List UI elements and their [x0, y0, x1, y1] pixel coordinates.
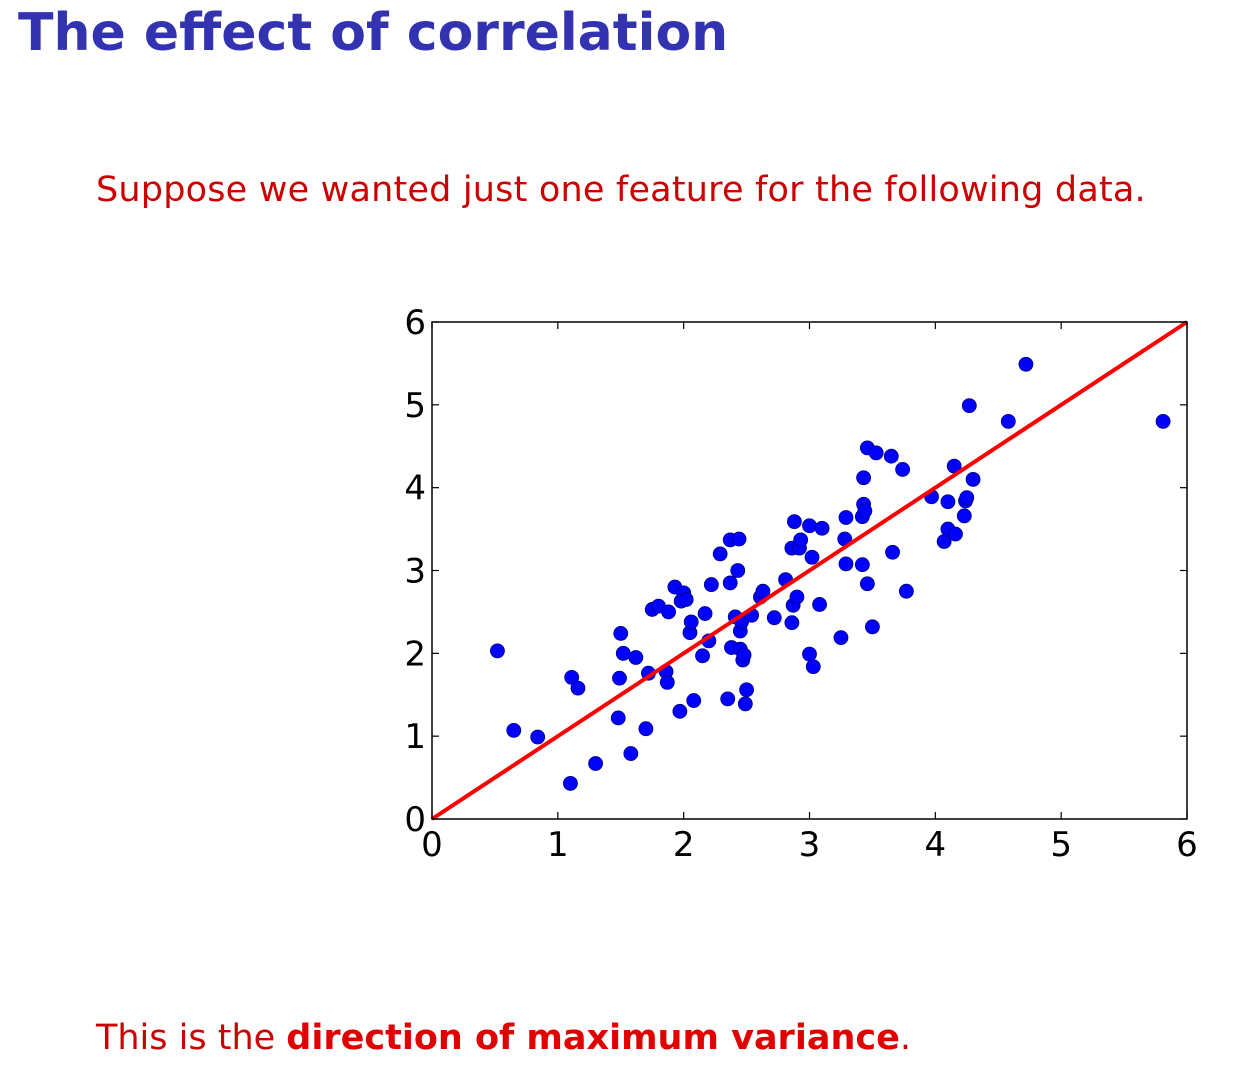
data-point: [1018, 356, 1034, 372]
chart-svg: 0 1 2 3 4 5 6 0 1 2 3 4 5 6: [404, 303, 1197, 865]
x-tick-label: 5: [1050, 825, 1072, 865]
data-point: [570, 680, 586, 696]
data-point: [659, 674, 675, 690]
data-point: [940, 494, 956, 510]
data-point: [628, 650, 644, 665]
data-point: [802, 518, 817, 534]
data-point: [563, 775, 578, 791]
y-tick-label: 4: [404, 469, 426, 509]
data-point: [683, 614, 699, 630]
data-point: [490, 643, 505, 659]
data-point: [722, 575, 738, 591]
data-point: [833, 630, 849, 646]
data-point: [856, 470, 872, 486]
x-tick-label: 4: [925, 825, 947, 865]
y-tick-label: 6: [404, 303, 426, 343]
data-point: [812, 597, 827, 612]
data-point: [793, 532, 809, 548]
data-point: [695, 648, 710, 664]
data-point: [638, 721, 654, 737]
data-point: [737, 696, 753, 712]
data-point: [530, 729, 546, 745]
data-point: [885, 544, 900, 560]
max-variance-line: [430, 320, 1189, 821]
data-point: [948, 526, 963, 542]
intro-text: Suppose we wanted just one feature for t…: [96, 170, 1146, 210]
data-point: [730, 563, 746, 578]
y-tick-label: 1: [404, 717, 426, 757]
slide-title: The effect of correlation: [18, 3, 729, 63]
data-point: [883, 448, 899, 464]
data-point: [731, 531, 747, 547]
scatter-points: [490, 356, 1171, 791]
data-point: [712, 546, 728, 562]
data-point: [868, 445, 884, 461]
y-tick-label: 3: [404, 552, 426, 592]
data-point: [672, 703, 688, 719]
scatter-chart: 0 1 2 3 4 5 6 0 1 2 3 4 5 6: [370, 290, 1210, 880]
x-tick-label: 0: [421, 825, 443, 865]
data-point: [865, 619, 880, 635]
conclusion-suffix: .: [899, 1018, 911, 1058]
data-point: [786, 514, 802, 530]
data-point: [965, 471, 981, 487]
x-tick-label: 6: [1176, 825, 1198, 865]
data-point: [613, 626, 629, 641]
data-point: [789, 589, 805, 605]
data-point: [895, 462, 911, 477]
data-point: [686, 693, 702, 708]
data-point: [615, 645, 631, 661]
y-tick-label: 5: [404, 386, 426, 426]
data-point: [784, 615, 800, 631]
x-tick-label: 2: [673, 825, 695, 865]
data-point: [838, 510, 854, 525]
data-point: [739, 682, 754, 698]
y-tick-label: 2: [404, 634, 426, 674]
data-point: [961, 398, 977, 414]
data-point: [720, 691, 736, 707]
data-point: [661, 604, 676, 620]
data-point: [805, 659, 821, 674]
data-point: [678, 592, 694, 607]
fit-line-group: [430, 320, 1189, 821]
data-point: [1155, 413, 1171, 429]
data-point: [1000, 413, 1016, 429]
data-point: [857, 503, 873, 519]
data-point: [612, 670, 627, 686]
data-point: [956, 508, 972, 524]
data-point: [703, 577, 719, 592]
y-tick-label: 0: [404, 800, 426, 840]
data-point: [588, 756, 603, 771]
data-point: [610, 710, 626, 726]
x-tick-label: 1: [547, 825, 569, 865]
data-point: [766, 610, 782, 626]
data-point: [506, 722, 522, 738]
conclusion-prefix: This is the: [96, 1018, 287, 1058]
x-tick-label: 3: [799, 825, 821, 865]
data-point: [814, 520, 830, 536]
data-point: [859, 576, 875, 592]
data-point: [736, 647, 752, 663]
data-point: [623, 746, 639, 761]
conclusion-emphasis: direction of maximum variance: [286, 1018, 900, 1058]
data-point: [838, 556, 854, 572]
axes: 0 1 2 3 4 5 6 0 1 2 3 4 5 6: [404, 303, 1197, 865]
data-point: [802, 646, 817, 662]
data-point: [959, 490, 975, 506]
data-point: [804, 549, 820, 565]
data-point: [755, 583, 771, 599]
conclusion-text: This is the direction of maximum varianc…: [96, 1014, 911, 1062]
data-point: [898, 583, 914, 599]
data-point: [697, 606, 713, 621]
data-point: [854, 557, 870, 573]
